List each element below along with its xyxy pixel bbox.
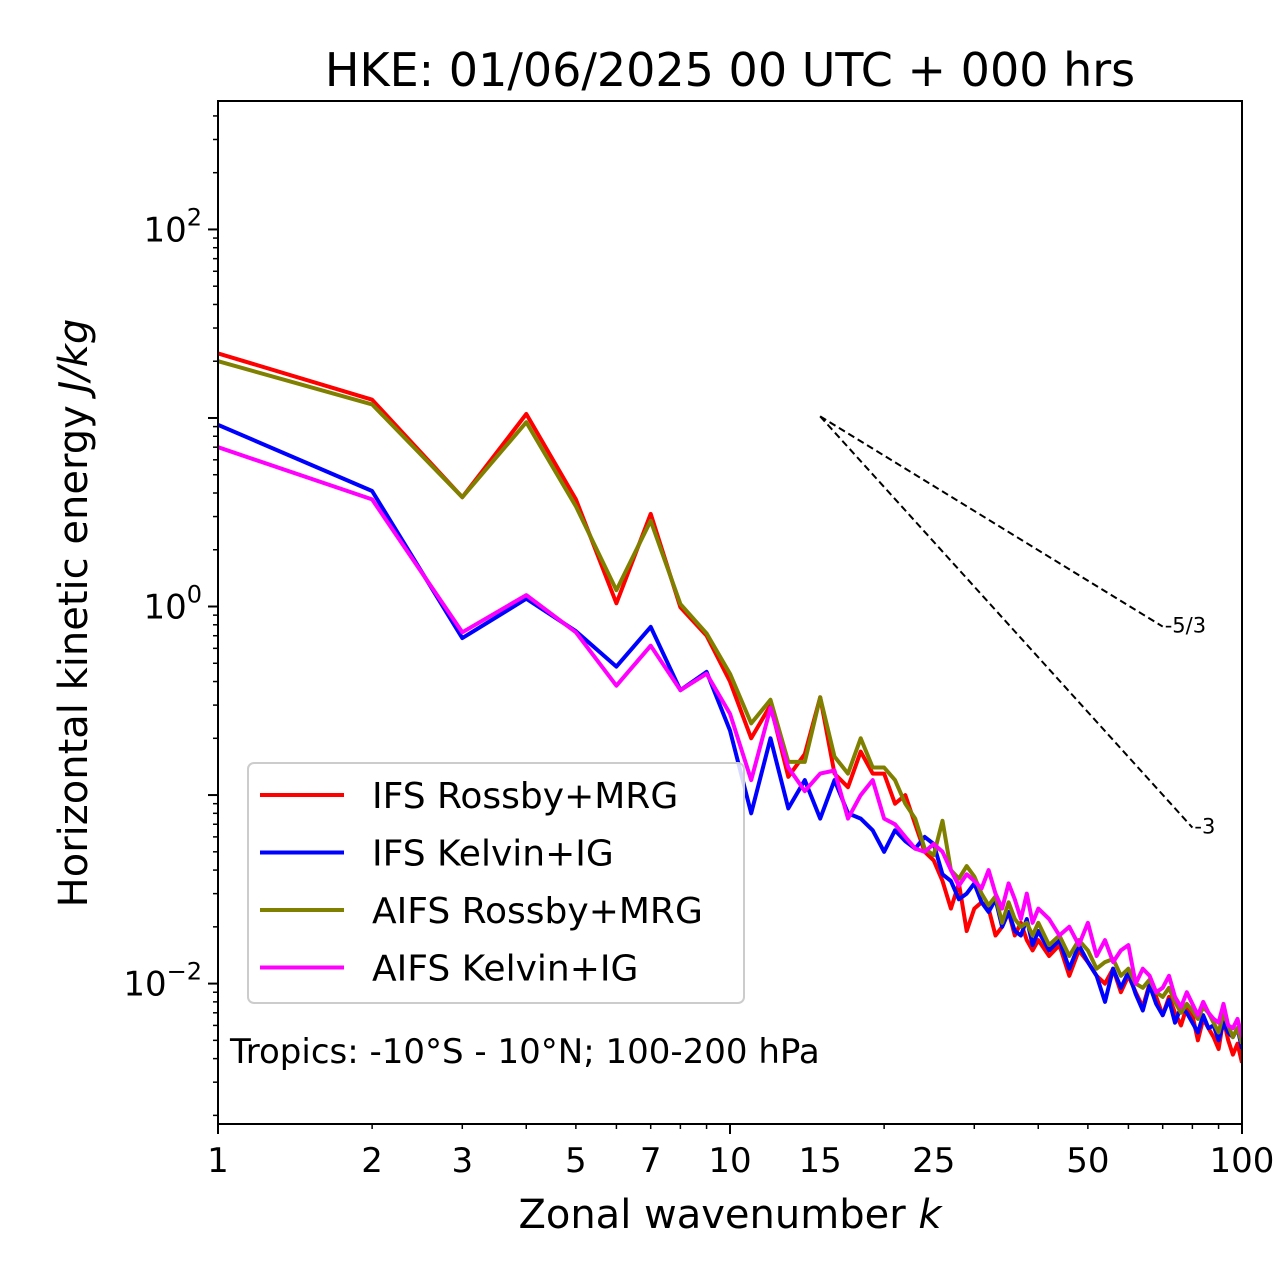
reference-slope-lines (819, 415, 1194, 829)
chart-title: HKE: 01/06/2025 00 UTC + 000 hrs (325, 43, 1135, 97)
data-series (218, 351, 1242, 1064)
x-tick-label: 5 (565, 1141, 587, 1181)
x-tick-label: 15 (799, 1141, 842, 1181)
x-tick-label: 2 (361, 1141, 383, 1181)
plot-frame (217, 100, 1243, 1125)
x-tick-label: 25 (912, 1141, 955, 1181)
legend-entry-label: IFS Rossby+MRG (372, 776, 678, 817)
x-axis-label: Zonal wavenumber k (518, 1192, 943, 1238)
y-tick-label: 100 (143, 581, 202, 628)
series-line (218, 445, 1242, 1038)
legend-entry-label: IFS Kelvin+IG (372, 834, 614, 875)
x-axis-label-text: Zonal wavenumber (518, 1192, 918, 1238)
x-tick-label: 100 (1210, 1141, 1275, 1181)
y-tick-label: 102 (143, 203, 202, 250)
reference-slope-label: -3 (1194, 815, 1215, 839)
reference-slope-line (819, 415, 1164, 628)
region-annotation: Tropics: -10°S - 10°N; 100-200 hPa (229, 1032, 820, 1072)
y-axis-label-text: Horizontal kinetic energy (51, 393, 97, 908)
x-tick-label: 1 (207, 1141, 229, 1181)
x-axis-label-symbol: k (918, 1192, 943, 1238)
x-tick-label: 50 (1066, 1141, 1109, 1181)
legend-entry-label: AIFS Rossby+MRG (372, 891, 703, 932)
y-tick-label: 10−2 (123, 958, 202, 1005)
y-axis-label-units: J/kg (51, 319, 97, 400)
legend-entry-label: AIFS Kelvin+IG (372, 949, 638, 990)
reference-slope-line (819, 415, 1194, 829)
legend: IFS Rossby+MRG IFS Kelvin+IG AIFS Rossby+M… (247, 762, 745, 1004)
x-tick-label: 10 (708, 1141, 751, 1181)
y-axis-label: Horizontal kinetic energy J/kg (51, 319, 97, 908)
x-tick-label: 7 (640, 1141, 662, 1181)
legend-box (247, 762, 745, 1004)
y-axis: 102 100 10−2 (123, 115, 218, 1117)
x-tick-label: 3 (451, 1141, 473, 1181)
reference-slope-label: -5/3 (1165, 614, 1206, 638)
reference-slope-labels: -5/3 -3 (1165, 614, 1216, 839)
x-axis: 1 2 3 5 7 10 15 25 50 100 (207, 1124, 1274, 1181)
